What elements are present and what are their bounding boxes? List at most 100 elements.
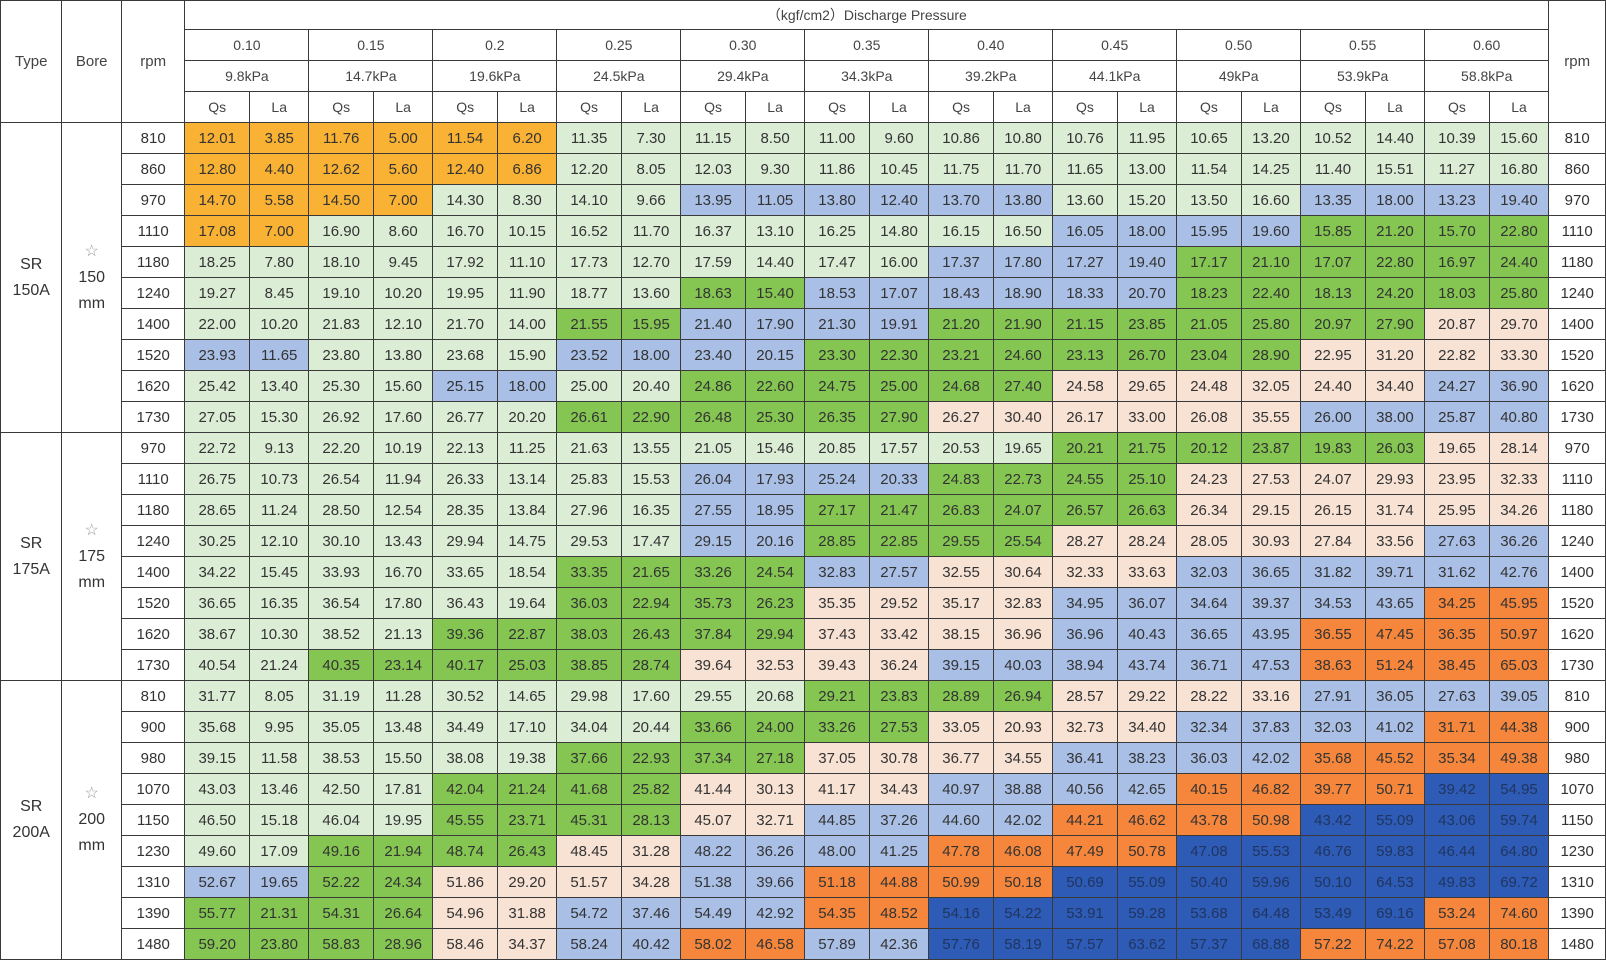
la-cell: 29.65: [1116, 370, 1178, 402]
rpm-right-cell: 1390: [1548, 897, 1606, 929]
qs-cell: 28.65: [184, 494, 250, 526]
la-cell: 13.60: [620, 277, 682, 309]
qs-cell: 10.52: [1300, 122, 1366, 154]
qs-cell: 54.16: [928, 897, 994, 929]
table-row: 1310 52.67 19.65 52.22 24.34 51.86 29.20 51.57 3…: [1, 866, 1606, 898]
model-type-cell: SR 200A: [0, 680, 63, 960]
table-row: SR 200A ☆ 200 mm 810 31.77 8.05 31.19 11.28 30.52 1…: [0, 680, 1606, 960]
qs-cell: 27.84: [1300, 525, 1366, 557]
qs-cell: 21.40: [680, 308, 746, 340]
pressure-kpa-header: 19.6kPa: [432, 60, 558, 92]
qs-cell: 50.10: [1300, 866, 1366, 898]
qs-cell: 16.15: [928, 215, 994, 247]
la-cell: 14.40: [744, 246, 806, 278]
rpm-right-cell: 1110: [1548, 215, 1606, 247]
qs-cell: 57.89: [804, 928, 870, 960]
la-cell: 26.43: [620, 618, 682, 650]
qs-cell: 31.62: [1424, 556, 1490, 588]
pressure-kgf-header: 0.45: [1052, 29, 1178, 61]
rpm-right-cell: 1620: [1548, 370, 1606, 402]
qs-cell: 21.20: [928, 308, 994, 340]
la-cell: 26.03: [1364, 432, 1426, 464]
qs-cell: 25.42: [184, 370, 250, 402]
la-header: La: [1488, 91, 1550, 123]
la-cell: 16.50: [992, 215, 1054, 247]
qs-cell: 11.27: [1424, 153, 1490, 185]
qs-cell: 58.46: [432, 928, 498, 960]
la-cell: 24.54: [744, 556, 806, 588]
la-cell: 15.50: [372, 742, 434, 774]
la-cell: 10.30: [248, 618, 310, 650]
qs-cell: 21.05: [680, 432, 746, 464]
qs-cell: 11.35: [556, 122, 622, 154]
la-cell: 11.28: [372, 680, 434, 712]
qs-cell: 34.22: [184, 556, 250, 588]
la-cell: 68.88: [1240, 928, 1302, 960]
qs-cell: 22.20: [308, 432, 374, 464]
qs-cell: 34.49: [432, 711, 498, 743]
la-cell: 11.90: [496, 277, 558, 309]
la-cell: 11.58: [248, 742, 310, 774]
qs-header: Qs: [432, 91, 498, 123]
la-cell: 19.91: [868, 308, 930, 340]
la-header: La: [1364, 91, 1426, 123]
la-cell: 23.14: [372, 649, 434, 681]
qs-cell: 10.86: [928, 122, 994, 154]
bore-value: 150: [78, 268, 106, 286]
qs-cell: 38.45: [1424, 649, 1490, 681]
qs-cell: 57.76: [928, 928, 994, 960]
la-cell: 14.80: [868, 215, 930, 247]
rpm-right-cell: 1150: [1548, 804, 1606, 836]
la-cell: 17.10: [496, 711, 558, 743]
la-cell: 21.90: [992, 308, 1054, 340]
qs-cell: 44.60: [928, 804, 994, 836]
qs-cell: 27.63: [1424, 525, 1490, 557]
la-cell: 32.05: [1240, 370, 1302, 402]
rpm-cell: 1110: [120, 215, 186, 247]
la-cell: 55.09: [1116, 866, 1178, 898]
la-cell: 9.95: [248, 711, 310, 743]
qs-header: Qs: [556, 91, 622, 123]
la-cell: 54.95: [1488, 773, 1550, 805]
pressure-kgf-header: 0.2: [432, 29, 558, 61]
la-cell: 13.80: [372, 339, 434, 371]
qs-cell: 13.80: [804, 184, 870, 216]
qs-cell: 54.96: [432, 897, 498, 929]
qs-cell: 54.35: [804, 897, 870, 929]
la-cell: 36.05: [1364, 680, 1426, 712]
qs-cell: 21.05: [1176, 308, 1242, 340]
qs-cell: 32.83: [804, 556, 870, 588]
qs-cell: 15.70: [1424, 215, 1490, 247]
la-cell: 17.57: [868, 432, 930, 464]
qs-cell: 28.05: [1176, 525, 1242, 557]
la-cell: 28.24: [1116, 525, 1178, 557]
header-type: Type: [0, 0, 63, 123]
qs-cell: 26.61: [556, 401, 622, 433]
la-cell: 43.65: [1364, 587, 1426, 619]
qs-cell: 46.50: [184, 804, 250, 836]
la-cell: 18.00: [496, 370, 558, 402]
la-cell: 13.43: [372, 525, 434, 557]
qs-cell: 36.41: [1052, 742, 1118, 774]
la-cell: 34.28: [620, 866, 682, 898]
qs-cell: 24.48: [1176, 370, 1242, 402]
la-cell: 59.74: [1488, 804, 1550, 836]
qs-cell: 20.87: [1424, 308, 1490, 340]
qs-cell: 35.05: [308, 711, 374, 743]
qs-cell: 26.57: [1052, 494, 1118, 526]
qs-cell: 58.24: [556, 928, 622, 960]
la-cell: 38.00: [1364, 401, 1426, 433]
qs-cell: 24.83: [928, 463, 994, 495]
qs-cell: 20.97: [1300, 308, 1366, 340]
qs-cell: 38.94: [1052, 649, 1118, 681]
la-cell: 34.55: [992, 742, 1054, 774]
model-type-cell: SR 175A: [0, 432, 63, 681]
qs-cell: 43.78: [1176, 804, 1242, 836]
la-cell: 26.64: [372, 897, 434, 929]
rpm-cell: 970: [120, 432, 186, 464]
qs-cell: 18.33: [1052, 277, 1118, 309]
qs-cell: 16.37: [680, 215, 746, 247]
qs-cell: 37.84: [680, 618, 746, 650]
la-cell: 37.26: [868, 804, 930, 836]
la-cell: 22.73: [992, 463, 1054, 495]
